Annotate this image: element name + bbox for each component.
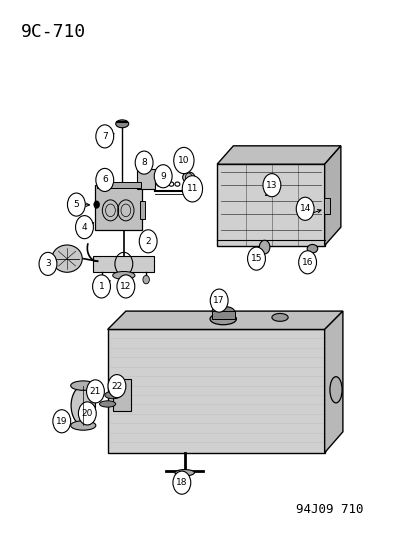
Bar — [137, 169, 155, 189]
Text: 19: 19 — [56, 417, 67, 426]
Bar — [113, 379, 131, 411]
Circle shape — [210, 289, 228, 312]
Text: 16: 16 — [301, 258, 313, 267]
Circle shape — [67, 193, 85, 216]
Text: 13: 13 — [266, 181, 277, 190]
Ellipse shape — [209, 313, 236, 325]
Ellipse shape — [211, 306, 234, 316]
Text: 15: 15 — [250, 254, 261, 263]
Text: 18: 18 — [176, 478, 187, 487]
Text: 6: 6 — [102, 175, 107, 184]
Text: 9: 9 — [160, 172, 166, 181]
Circle shape — [78, 402, 96, 425]
Circle shape — [262, 174, 280, 197]
Circle shape — [98, 276, 104, 284]
Ellipse shape — [271, 313, 287, 321]
Text: 11: 11 — [186, 184, 198, 193]
Bar — [212, 311, 234, 319]
Circle shape — [96, 125, 114, 148]
Circle shape — [53, 410, 71, 433]
Ellipse shape — [329, 377, 341, 403]
Circle shape — [108, 375, 126, 398]
Circle shape — [296, 197, 313, 220]
Text: 22: 22 — [111, 382, 122, 391]
Circle shape — [182, 176, 202, 202]
Bar — [141, 164, 151, 169]
Circle shape — [142, 276, 149, 284]
Text: 12: 12 — [120, 282, 131, 291]
Bar — [96, 182, 141, 188]
Polygon shape — [324, 311, 342, 453]
Ellipse shape — [71, 421, 96, 430]
Text: 7: 7 — [102, 132, 107, 141]
Circle shape — [154, 165, 172, 188]
Ellipse shape — [112, 271, 135, 279]
Text: 4: 4 — [81, 223, 87, 232]
Ellipse shape — [71, 386, 95, 425]
Ellipse shape — [182, 172, 195, 183]
Circle shape — [173, 148, 194, 174]
Text: 20: 20 — [81, 409, 93, 418]
Text: 21: 21 — [90, 387, 101, 396]
Ellipse shape — [175, 470, 194, 476]
Ellipse shape — [99, 401, 116, 407]
Ellipse shape — [116, 120, 128, 128]
Circle shape — [247, 247, 265, 270]
Circle shape — [135, 151, 153, 174]
Ellipse shape — [306, 245, 317, 253]
Ellipse shape — [52, 245, 82, 272]
Text: 9C-710: 9C-710 — [20, 22, 85, 41]
Ellipse shape — [104, 391, 121, 399]
Polygon shape — [216, 164, 324, 246]
Polygon shape — [93, 256, 154, 272]
Polygon shape — [216, 146, 340, 164]
Polygon shape — [107, 311, 342, 329]
Circle shape — [76, 216, 93, 239]
Text: 94J09 710: 94J09 710 — [296, 503, 363, 516]
Circle shape — [116, 275, 135, 298]
Circle shape — [96, 168, 114, 191]
Circle shape — [39, 252, 57, 276]
Circle shape — [298, 251, 316, 274]
Text: 17: 17 — [213, 296, 224, 305]
Circle shape — [94, 201, 99, 208]
Text: 1: 1 — [98, 282, 104, 291]
Text: 14: 14 — [299, 204, 310, 213]
Text: 10: 10 — [178, 156, 189, 165]
Ellipse shape — [71, 381, 96, 390]
Circle shape — [259, 240, 269, 254]
Circle shape — [86, 380, 104, 403]
Bar — [95, 185, 142, 230]
Text: 3: 3 — [45, 260, 51, 269]
Bar — [140, 201, 145, 219]
Polygon shape — [107, 329, 324, 453]
Circle shape — [93, 275, 110, 298]
Text: 8: 8 — [141, 158, 147, 167]
Bar — [323, 198, 329, 214]
Circle shape — [173, 471, 190, 494]
Circle shape — [139, 230, 157, 253]
Polygon shape — [324, 146, 340, 246]
Text: 5: 5 — [74, 200, 79, 209]
Text: 2: 2 — [145, 237, 151, 246]
